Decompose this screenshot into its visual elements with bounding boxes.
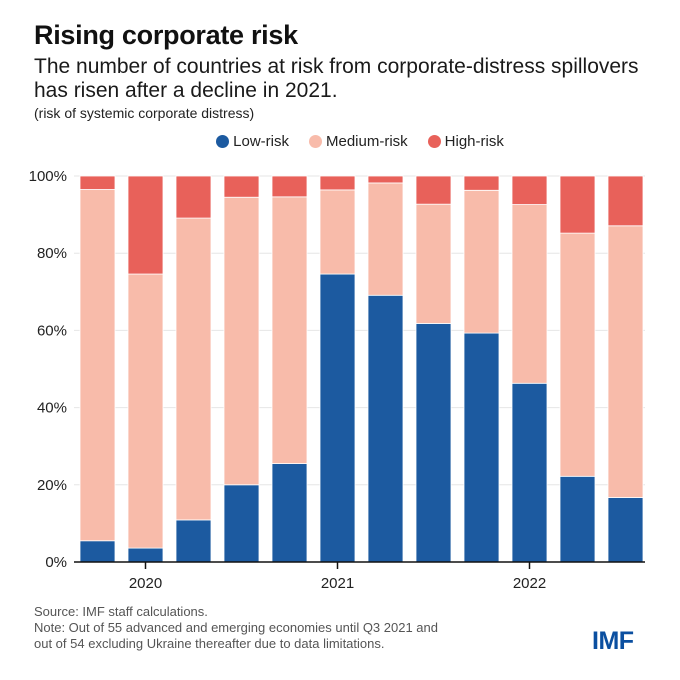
bar-high-risk-2019Q4	[79, 175, 116, 190]
bar-medium-risk-2021Q3	[415, 203, 452, 324]
bar-high-risk-2020Q3	[223, 175, 260, 198]
bar-high-risk-2021Q3	[415, 175, 452, 205]
footer: Source: IMF staff calculations. Note: Ou…	[34, 604, 438, 652]
imf-logo: IMF	[592, 627, 634, 655]
legend-label-medium: Medium-risk	[325, 133, 408, 150]
bar-high-risk-2021Q1	[319, 175, 356, 191]
chart-subtitle: The number of countries at risk from cor…	[34, 55, 639, 102]
legend-label-high: High-risk	[444, 133, 504, 150]
x-tick-label: 2020	[129, 575, 162, 592]
bar-medium-risk-2020Q3	[223, 196, 260, 486]
legend-item-high: High-risk	[427, 133, 504, 150]
y-tick-label: 40%	[37, 400, 67, 417]
bar-low-risk-2020Q4	[271, 463, 308, 563]
legend-swatch-medium	[308, 135, 322, 148]
bar-high-risk-2020Q1	[127, 175, 164, 275]
y-tick-label: 60%	[37, 322, 67, 339]
bar-high-risk-2021Q2	[367, 175, 404, 184]
data-note-line-2: out of 54 excluding Ukraine thereafter d…	[34, 636, 385, 651]
y-tick-label: 80%	[37, 245, 67, 262]
x-tick-label: 2021	[321, 575, 354, 592]
y-tick-label: 100%	[29, 168, 67, 185]
bar-high-risk-2021Q4	[463, 175, 500, 191]
bar-high-risk-2022Q3	[607, 175, 644, 227]
legend-swatch-high	[427, 135, 441, 148]
legend-item-low: Low-risk	[216, 133, 289, 150]
bar-low-risk-2021Q4	[463, 332, 500, 563]
bar-high-risk-2022Q1	[511, 175, 548, 205]
bar-low-risk-2019Q4	[79, 540, 116, 563]
bar-low-risk-2021Q2	[367, 294, 404, 563]
legend-swatch-low	[216, 135, 230, 148]
bar-low-risk-2022Q1	[511, 382, 548, 563]
bar-medium-risk-2020Q2	[175, 217, 212, 521]
bar-low-risk-2020Q3	[223, 484, 260, 563]
bar-high-risk-2020Q2	[175, 175, 212, 219]
bar-low-risk-2020Q2	[175, 519, 212, 563]
bar-high-risk-2020Q4	[271, 175, 308, 198]
bar-low-risk-2020Q1	[127, 547, 164, 563]
legend-label-low: Low-risk	[233, 133, 289, 150]
source-note: Source: IMF staff calculations.	[34, 604, 208, 619]
bar-medium-risk-2022Q2	[559, 232, 596, 477]
data-note-line-1: Note: Out of 55 advanced and emerging ec…	[34, 620, 438, 635]
bar-low-risk-2021Q3	[415, 323, 452, 563]
bar-medium-risk-2021Q2	[367, 182, 404, 296]
unit-note: (risk of systemic corporate distress)	[34, 105, 255, 121]
legend: Low-risk Medium-risk High-risk	[0, 133, 680, 150]
y-tick-label: 0%	[45, 554, 67, 571]
bar-low-risk-2022Q2	[559, 475, 596, 563]
bar-medium-risk-2022Q1	[511, 204, 548, 384]
bar-medium-risk-2020Q1	[127, 273, 164, 549]
bar-medium-risk-2021Q4	[463, 189, 500, 334]
y-tick-label: 20%	[37, 477, 67, 494]
bar-medium-risk-2019Q4	[79, 189, 116, 542]
legend-item-medium: Medium-risk	[308, 133, 408, 150]
chart-title: Rising corporate risk	[34, 20, 298, 50]
bar-medium-risk-2020Q4	[271, 196, 308, 464]
bar-high-risk-2022Q2	[559, 175, 596, 234]
bar-low-risk-2021Q1	[319, 273, 356, 563]
bar-medium-risk-2021Q1	[319, 189, 356, 275]
bar-medium-risk-2022Q3	[607, 225, 644, 498]
x-tick-label: 2022	[513, 575, 546, 592]
bar-low-risk-2022Q3	[607, 497, 644, 563]
